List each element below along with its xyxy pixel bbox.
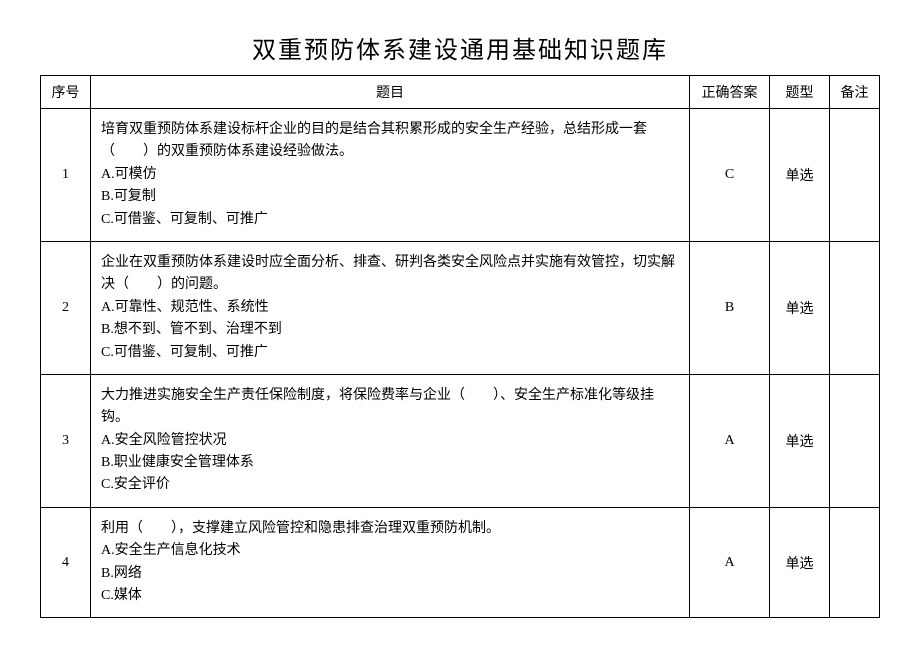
cell-question: 企业在双重预防体系建设时应全面分析、排查、研判各类安全风险点并实施有效管控，切实… <box>91 241 690 374</box>
table-row: 4 利用（ ），支撑建立风险管控和隐患排查治理双重预防机制。 A.安全生产信息化… <box>41 507 880 618</box>
question-table: 序号 题目 正确答案 题型 备注 1 培育双重预防体系建设标杆企业的目的是结合其… <box>40 75 880 618</box>
cell-question: 大力推进实施安全生产责任保险制度，将保险费率与企业（ ）、安全生产标准化等级挂钩… <box>91 374 690 507</box>
question-option: C.可借鉴、可复制、可推广 <box>101 209 679 231</box>
question-option: B.可复制 <box>101 186 679 208</box>
question-option: B.职业健康安全管理体系 <box>101 452 679 474</box>
cell-type: 单选 <box>770 241 830 374</box>
table-header-row: 序号 题目 正确答案 题型 备注 <box>41 76 880 109</box>
cell-seq: 1 <box>41 109 91 242</box>
table-row: 2 企业在双重预防体系建设时应全面分析、排查、研判各类安全风险点并实施有效管控，… <box>41 241 880 374</box>
question-option: C.安全评价 <box>101 474 679 496</box>
question-stem: 利用（ ），支撑建立风险管控和隐患排查治理双重预防机制。 <box>101 518 679 540</box>
question-option: A.安全生产信息化技术 <box>101 540 679 562</box>
question-option: A.可模仿 <box>101 164 679 186</box>
question-stem: 大力推进实施安全生产责任保险制度，将保险费率与企业（ ）、安全生产标准化等级挂钩… <box>101 385 679 430</box>
question-option: C.媒体 <box>101 585 679 607</box>
cell-question: 利用（ ），支撑建立风险管控和隐患排查治理双重预防机制。 A.安全生产信息化技术… <box>91 507 690 618</box>
col-header-seq: 序号 <box>41 76 91 109</box>
cell-remark <box>830 109 880 242</box>
table-row: 3 大力推进实施安全生产责任保险制度，将保险费率与企业（ ）、安全生产标准化等级… <box>41 374 880 507</box>
question-option: C.可借鉴、可复制、可推广 <box>101 342 679 364</box>
cell-answer: B <box>690 241 770 374</box>
cell-seq: 2 <box>41 241 91 374</box>
cell-answer: C <box>690 109 770 242</box>
cell-remark <box>830 507 880 618</box>
col-header-remark: 备注 <box>830 76 880 109</box>
question-stem: 企业在双重预防体系建设时应全面分析、排查、研判各类安全风险点并实施有效管控，切实… <box>101 252 679 297</box>
cell-seq: 3 <box>41 374 91 507</box>
table-row: 1 培育双重预防体系建设标杆企业的目的是结合其积累形成的安全生产经验，总结形成一… <box>41 109 880 242</box>
cell-answer: A <box>690 374 770 507</box>
question-option: A.可靠性、规范性、系统性 <box>101 297 679 319</box>
question-option: B.想不到、管不到、治理不到 <box>101 319 679 341</box>
cell-question: 培育双重预防体系建设标杆企业的目的是结合其积累形成的安全生产经验，总结形成一套（… <box>91 109 690 242</box>
col-header-answer: 正确答案 <box>690 76 770 109</box>
cell-seq: 4 <box>41 507 91 618</box>
page-title: 双重预防体系建设通用基础知识题库 <box>40 30 880 65</box>
cell-remark <box>830 374 880 507</box>
question-option: B.网络 <box>101 563 679 585</box>
question-option: A.安全风险管控状况 <box>101 430 679 452</box>
col-header-question: 题目 <box>91 76 690 109</box>
col-header-type: 题型 <box>770 76 830 109</box>
question-stem: 培育双重预防体系建设标杆企业的目的是结合其积累形成的安全生产经验，总结形成一套（… <box>101 119 679 164</box>
cell-type: 单选 <box>770 109 830 242</box>
cell-answer: A <box>690 507 770 618</box>
cell-type: 单选 <box>770 374 830 507</box>
cell-type: 单选 <box>770 507 830 618</box>
cell-remark <box>830 241 880 374</box>
